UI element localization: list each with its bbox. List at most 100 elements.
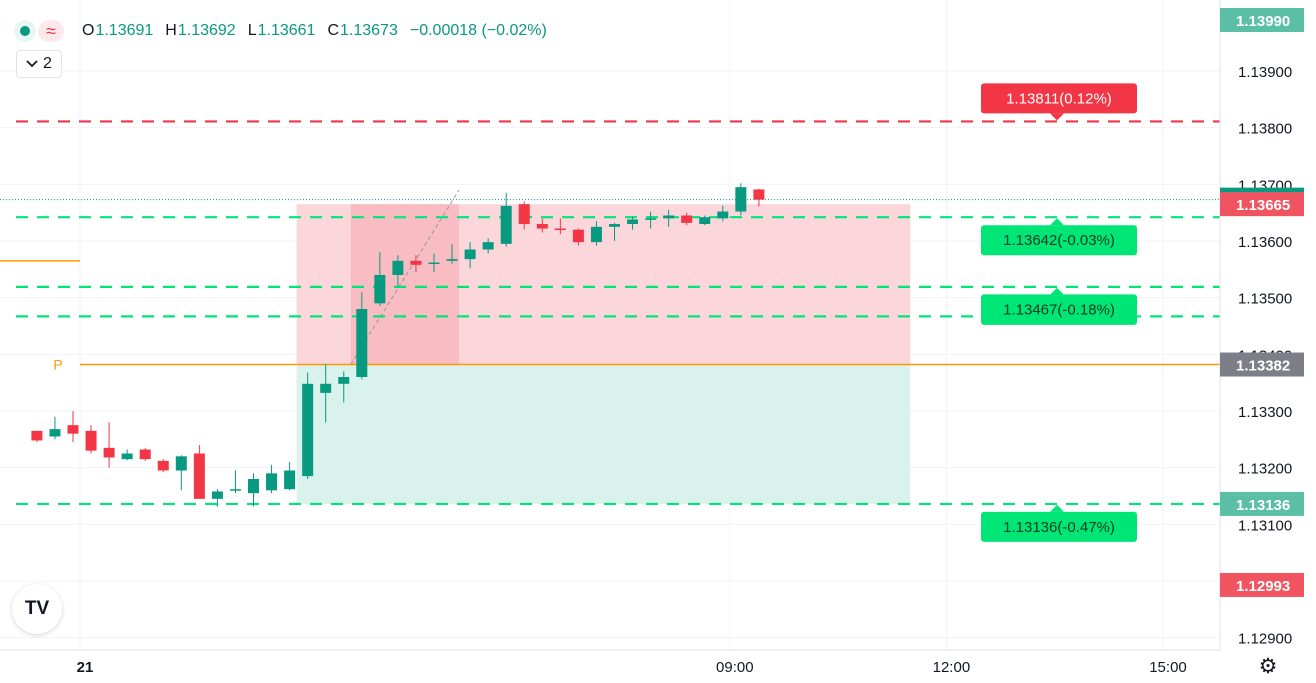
high-label: H <box>165 22 177 39</box>
candle-body <box>735 187 747 212</box>
line-label-text: 1.13811(0.12%) <box>1006 90 1112 107</box>
price-tick-label: 1.13800 <box>1238 121 1292 138</box>
price-tag-text: 1.13136 <box>1236 497 1290 514</box>
time-tick-label: 15:00 <box>1149 659 1187 676</box>
candle-body <box>554 228 566 231</box>
candles <box>31 183 765 507</box>
active-stop-zone <box>350 204 460 365</box>
candle-body <box>392 260 404 275</box>
price-tag-text: 1.13665 <box>1236 197 1290 214</box>
time-tick-label: 12:00 <box>933 659 971 676</box>
symbol-dot-icon[interactable] <box>14 20 36 42</box>
candle-body <box>374 275 386 304</box>
gear-icon[interactable]: ⚙ <box>1258 654 1278 678</box>
candle-body <box>284 470 296 490</box>
price-tick-label: 1.13600 <box>1238 234 1292 251</box>
candle-body <box>446 259 458 261</box>
label-pointer <box>1050 218 1064 226</box>
line-label-box <box>981 83 1137 114</box>
price-tag-box <box>1220 572 1304 597</box>
price-tag-box <box>1220 8 1304 32</box>
target-zone <box>296 364 911 504</box>
candle-body <box>157 460 169 471</box>
candle-body <box>753 189 765 200</box>
candle-body <box>266 473 278 491</box>
price-tag-text: 1.12993 <box>1236 578 1290 595</box>
candle-body <box>681 215 693 223</box>
time-tick-label: 09:00 <box>716 659 754 676</box>
candle-body <box>464 249 476 260</box>
candle-body <box>717 211 729 219</box>
candle-body <box>645 218 657 220</box>
candle-body <box>320 383 332 393</box>
collapse-count: 2 <box>43 55 52 72</box>
line-label-text: 1.13467(-0.18%) <box>1003 301 1115 318</box>
tradingview-logo-icon[interactable]: TV <box>12 584 62 634</box>
low-label: L <box>247 22 257 39</box>
label-pointer <box>1050 113 1064 121</box>
line-label-box <box>981 511 1137 542</box>
label-pointer <box>1050 504 1064 512</box>
price-tag-text: 1.13382 <box>1236 358 1290 375</box>
pivot-label: P <box>53 357 62 373</box>
close-label: C <box>327 22 340 39</box>
candle-body <box>31 430 43 441</box>
candle-body <box>121 453 133 460</box>
candle-body <box>175 456 187 471</box>
candle-body <box>356 309 368 377</box>
label-pointer <box>1050 287 1064 295</box>
price-tick-label: 1.13900 <box>1238 64 1292 81</box>
candle-body <box>627 219 639 224</box>
candle-body <box>699 217 711 224</box>
candle-body <box>85 430 97 451</box>
candle-body <box>229 489 241 491</box>
horizontal-lines: P <box>0 120 1220 506</box>
candle-body <box>500 205 512 244</box>
high-value: 1.13692 <box>177 22 236 39</box>
change-value: −0.00018 (−0.02%) <box>409 22 547 39</box>
open-value: 1.13691 <box>95 22 154 39</box>
candle-body <box>536 224 548 229</box>
close-value: 1.13673 <box>340 22 398 39</box>
price-tag-text: 1.13990 <box>1236 13 1290 30</box>
price-axis: 1.129001.130001.131001.132001.133001.134… <box>1219 0 1304 650</box>
candle-body <box>211 491 223 499</box>
candle-body <box>67 425 79 434</box>
price-tag-box <box>1220 491 1304 516</box>
candle-body <box>49 429 61 437</box>
line-label-box <box>981 225 1137 256</box>
candle-body <box>248 479 259 494</box>
wave-icon[interactable]: ≈ <box>38 20 64 42</box>
price-tick-label: 1.12900 <box>1238 631 1292 648</box>
price-tag-box <box>1220 352 1304 377</box>
candle-body <box>663 215 675 219</box>
candle-body <box>302 383 314 477</box>
candle-body <box>482 242 494 250</box>
collapse-indicators-button[interactable]: 2 <box>16 50 62 78</box>
candle-body <box>193 453 205 499</box>
chevron-down-icon <box>26 60 38 68</box>
line-label-box <box>981 294 1137 325</box>
position-path <box>350 189 460 365</box>
candle-body <box>338 377 350 384</box>
candle-body <box>572 229 584 243</box>
line-label-text: 1.13642(-0.03%) <box>1003 232 1115 249</box>
time-tick-label: 21 <box>77 659 94 676</box>
candle-body <box>609 224 620 227</box>
price-tick-label: 1.13300 <box>1238 404 1292 421</box>
open-label: O <box>82 22 95 39</box>
line-labels: 1.13811(0.12%)1.13642(-0.03%)1.13519(-0.… <box>981 83 1137 542</box>
low-value: 1.13661 <box>257 22 316 39</box>
price-tick-label: 1.13500 <box>1238 291 1292 308</box>
price-tick-label: 1.13100 <box>1238 517 1292 534</box>
candle-body <box>103 447 115 458</box>
candle-body <box>410 260 422 265</box>
price-tick-label: 1.13200 <box>1238 461 1292 478</box>
price-tag-box <box>1220 192 1304 217</box>
candle-body <box>139 449 151 460</box>
candle-body <box>518 204 530 224</box>
position-zones <box>296 189 911 504</box>
ohlc-legend: ≈ O 1.13691 H 1.13692 L 1.13661 C 1.1367… <box>14 18 559 44</box>
